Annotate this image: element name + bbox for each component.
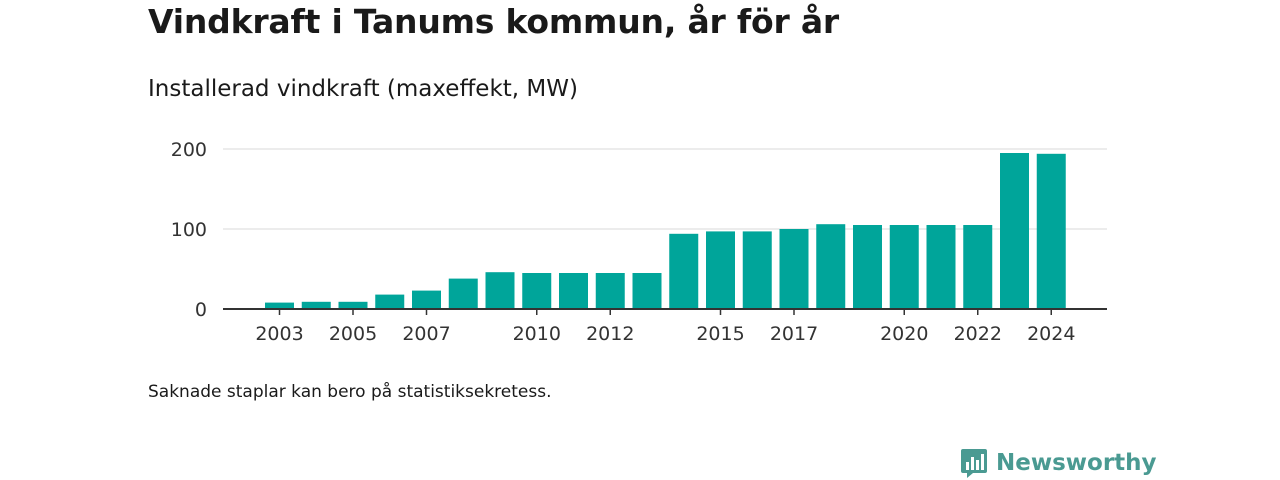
x-tick-label-2015: 2015: [696, 323, 744, 345]
bar-2018: [816, 224, 846, 309]
bar-2014: [669, 233, 699, 309]
x-tick-labels: 2003 2005 2007 2010 2012 2015 2017 2020 2022 2024: [255, 309, 1075, 345]
bar-2006: [375, 294, 405, 309]
x-tick-label-2010: 2010: [513, 323, 561, 345]
bar-2008: [448, 278, 478, 309]
bar-2007: [412, 290, 441, 309]
bar-2021: [926, 225, 956, 309]
bars: [265, 153, 1066, 309]
y-tick-label-0: 0: [195, 299, 207, 321]
bar-2015: [706, 231, 735, 309]
x-tick-label-2024: 2024: [1027, 323, 1075, 345]
bar-2016: [742, 231, 772, 309]
y-tick-labels: 0 100 200: [171, 139, 207, 321]
y-tick-label-100: 100: [171, 219, 207, 241]
bar-2023: [1000, 153, 1029, 309]
x-tick-label-2003: 2003: [255, 323, 303, 345]
bar-2024: [1036, 153, 1066, 309]
x-tick-label-2007: 2007: [402, 323, 450, 345]
bar-2003: [265, 302, 294, 309]
bar-2005: [338, 301, 368, 309]
bar-chart: 0 100 200 2003 2005 2007 2010 2012 2015 2017 2020…: [171, 139, 1107, 345]
bar-2017: [779, 229, 809, 309]
bar-chart-speech-bubble-icon: [961, 449, 987, 478]
bar-2022: [963, 225, 993, 309]
bar-2009: [485, 272, 515, 309]
x-tick-label-2017: 2017: [770, 323, 818, 345]
x-tick-label-2022: 2022: [954, 323, 1002, 345]
bar-2019: [853, 225, 882, 309]
bar-2010: [522, 273, 552, 309]
x-tick-label-2020: 2020: [880, 323, 928, 345]
bar-2004: [301, 301, 331, 309]
bar-2013: [632, 273, 662, 309]
bar-2012: [595, 273, 625, 309]
bar-2020: [889, 225, 919, 309]
x-tick-label-2005: 2005: [329, 323, 377, 345]
chart-title: Vindkraft i Tanums kommun, år för år: [148, 2, 840, 41]
footnote: Saknade staplar kan bero på statistiksek…: [148, 382, 552, 402]
chart-subtitle: Installerad vindkraft (maxeffekt, MW): [148, 76, 578, 102]
bar-2011: [559, 273, 588, 309]
y-tick-label-200: 200: [171, 139, 207, 161]
grid-lines: [223, 148, 1107, 230]
brand-name: Newsworthy: [996, 450, 1157, 476]
newsworthy-logo[interactable]: Newsworthy: [960, 446, 1157, 480]
x-tick-label-2012: 2012: [586, 323, 634, 345]
